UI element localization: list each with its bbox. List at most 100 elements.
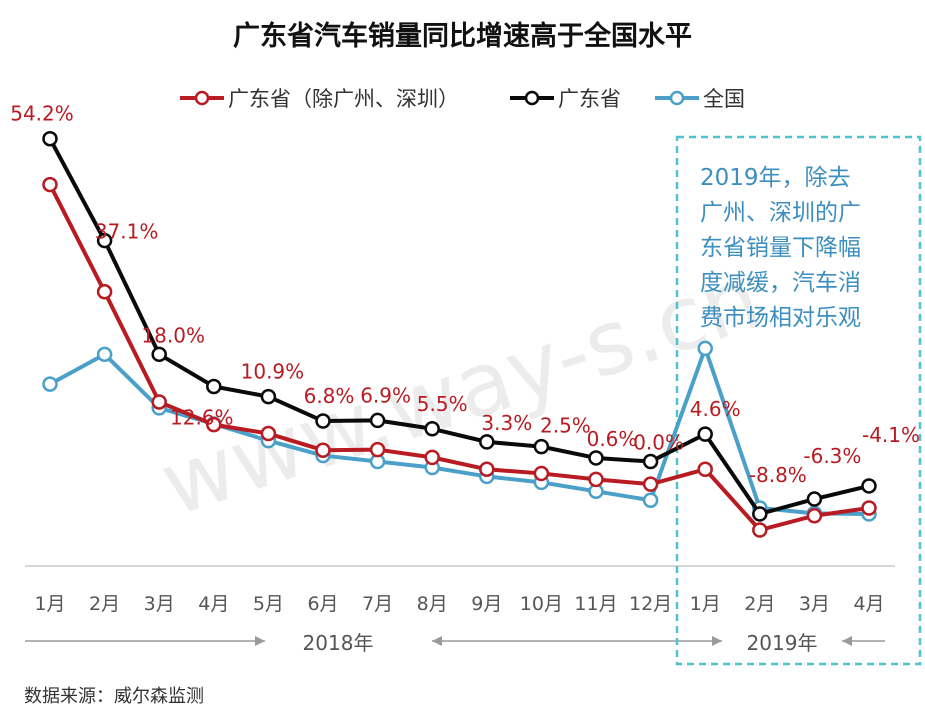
data-point [42,376,58,392]
arrow-head [712,636,722,646]
data-point [588,450,604,466]
data-point [96,346,113,363]
data-point [96,284,113,300]
data-label: 3.3% [481,411,532,435]
data-label: 0.0% [633,431,684,455]
data-point [260,388,277,405]
legend-item-0: 广东省（除广州、深圳） [180,87,459,111]
highlight-box-2019 [675,135,922,666]
x-tick-label: 11月 [574,593,617,615]
data-label: 18.0% [141,323,205,347]
year-bracket-2018-right [432,636,655,646]
data-label: -8.8% [749,463,807,487]
legend-item-2: 全国 [655,87,745,111]
data-point [806,491,823,507]
data-point [151,346,167,363]
year-bracket-2019-left [655,636,722,646]
arrow-head [842,636,852,646]
data-point [424,449,440,466]
year-label-2019: 2019年 [747,631,818,655]
data-label: -4.1% [862,423,920,447]
annotation-line: 度减缓，汽车消 [700,270,861,296]
data-label: 5.5% [417,392,468,416]
x-tick-label: 7月 [362,593,393,615]
data-point [96,232,113,249]
data-label: 2.5% [540,414,591,438]
annotation-line: 费市场相对乐观 [700,305,861,331]
annotation-line: 2019年，除去 [700,165,851,191]
legend-swatch-marker [669,90,685,106]
year-bracket-2019-right [842,636,885,646]
data-point [642,492,659,508]
year-label-2018: 2018年 [303,631,374,655]
x-tick-label: 1月 [34,593,65,615]
data-point [42,176,58,193]
legend-swatch-marker [194,90,210,106]
data-label: 4.6% [690,397,741,421]
data-label: 54.2% [10,102,74,126]
data-label: 12.6% [170,405,234,429]
data-point [861,478,877,494]
legend-label: 广东省 [558,87,621,111]
x-tick-label: 8月 [417,593,448,615]
data-point [479,461,495,478]
data-point [260,425,277,442]
data-point [697,461,713,478]
x-tick-label: 2月 [89,593,120,615]
x-tick-label: 3月 [799,593,830,615]
x-tick-label: 4月 [853,593,884,615]
legend-label: 广东省（除广州、深圳） [228,87,459,111]
data-point [479,434,495,450]
data-point [369,441,386,458]
annotation-line: 东省销量下降幅 [700,235,861,261]
data-label: -6.3% [803,444,861,468]
data-point [642,476,659,492]
x-tick-label: 9月 [471,593,502,615]
series-line [48,137,870,516]
data-label: 10.9% [241,360,305,384]
data-point [806,507,823,524]
x-tick-label: 6月 [307,593,338,615]
data-point [206,416,222,433]
data-label: 0.6% [587,427,638,451]
series-1 [42,130,877,522]
data-point [697,426,713,442]
data-label: 6.8% [304,384,355,408]
data-point [42,130,58,147]
x-tick-label: 2月 [744,593,775,615]
data-point [697,340,713,357]
data-point [642,453,659,470]
arrow-head [255,636,265,646]
year-bracket-2018-left [25,636,265,646]
data-point [752,522,768,538]
chart-title: 广东省汽车销量同比增速高于全国水平 [233,21,692,52]
legend-label: 全国 [703,87,745,111]
legend-swatch-marker [524,90,540,106]
x-tick-label: 1月 [690,593,721,615]
data-source: 数据来源：威尔森监测 [24,686,204,707]
data-point [588,471,604,488]
data-label: 37.1% [95,220,159,244]
x-tick-label: 4月 [198,593,229,615]
data-point [369,412,386,429]
data-point [861,500,877,516]
data-label: 6.9% [360,383,411,407]
data-point [752,506,768,522]
data-point [315,413,331,429]
data-point [206,378,222,395]
data-point [315,442,331,458]
series-line [49,346,870,516]
data-point [533,438,550,455]
x-tick-label: 5月 [253,593,284,615]
x-tick-label: 10月 [520,593,563,615]
data-point [533,465,550,482]
annotation-line: 广州、深圳的广 [700,200,861,226]
series-line [48,183,870,533]
arrow-head [432,636,442,646]
x-tick-label: 3月 [144,593,175,615]
legend-item-1: 广东省 [510,87,621,111]
data-point [151,394,167,410]
data-point [424,421,440,437]
series-0 [42,176,877,538]
